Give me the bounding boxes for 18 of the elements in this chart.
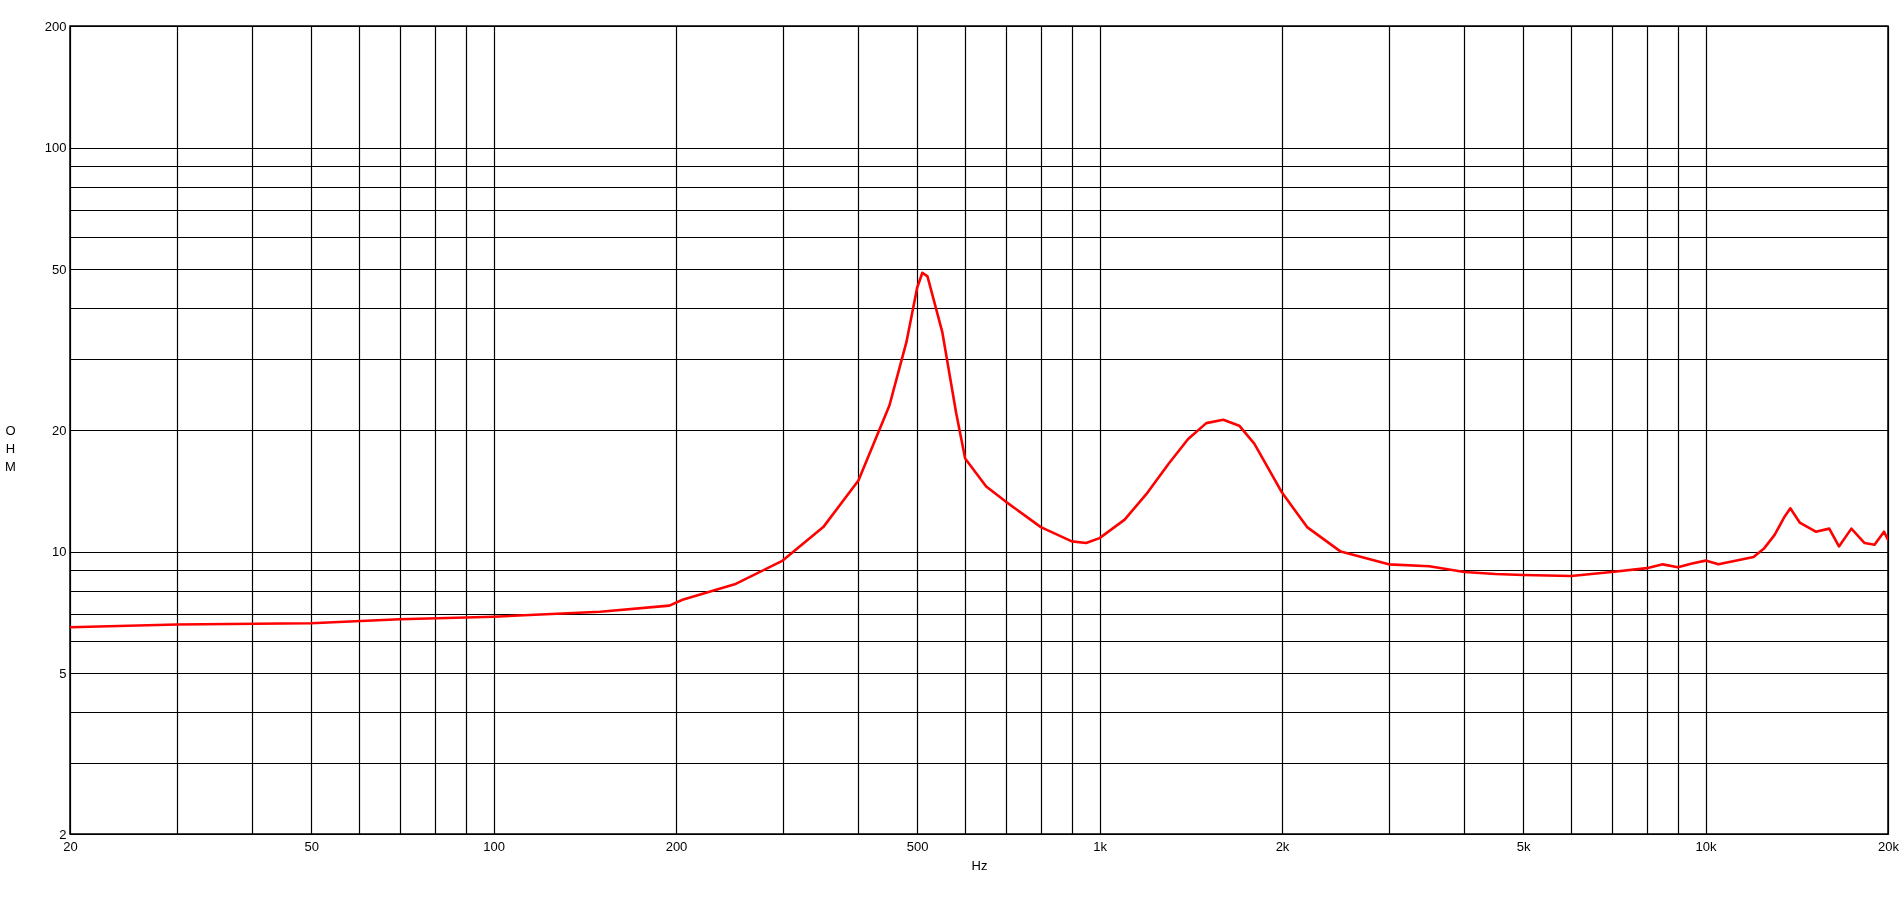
- x-tick-label: 2k: [1275, 838, 1290, 854]
- x-tick-label: 500: [906, 838, 929, 854]
- x-tick-label: 100: [483, 838, 505, 854]
- y-tick-label: 5: [59, 665, 67, 681]
- y-tick-label: 10: [52, 544, 67, 560]
- x-tick-label: 50: [304, 838, 319, 854]
- y-tick-label: 100: [44, 140, 67, 156]
- y-tick-label: 200: [44, 18, 67, 34]
- x-axis-title: Hz: [971, 857, 988, 873]
- y-axis-title: OHM: [5, 422, 16, 474]
- x-tick-label: 5k: [1516, 838, 1532, 854]
- x-tick-label: 10k: [1695, 838, 1718, 854]
- y-tick-label: 50: [52, 261, 67, 277]
- x-tick-label: 1k: [1093, 838, 1108, 854]
- y-tick-label: 20: [52, 422, 67, 438]
- x-tick-label: 20k: [1878, 838, 1900, 854]
- y-tick-label: 2: [59, 826, 67, 842]
- x-tick-label: 200: [665, 838, 688, 854]
